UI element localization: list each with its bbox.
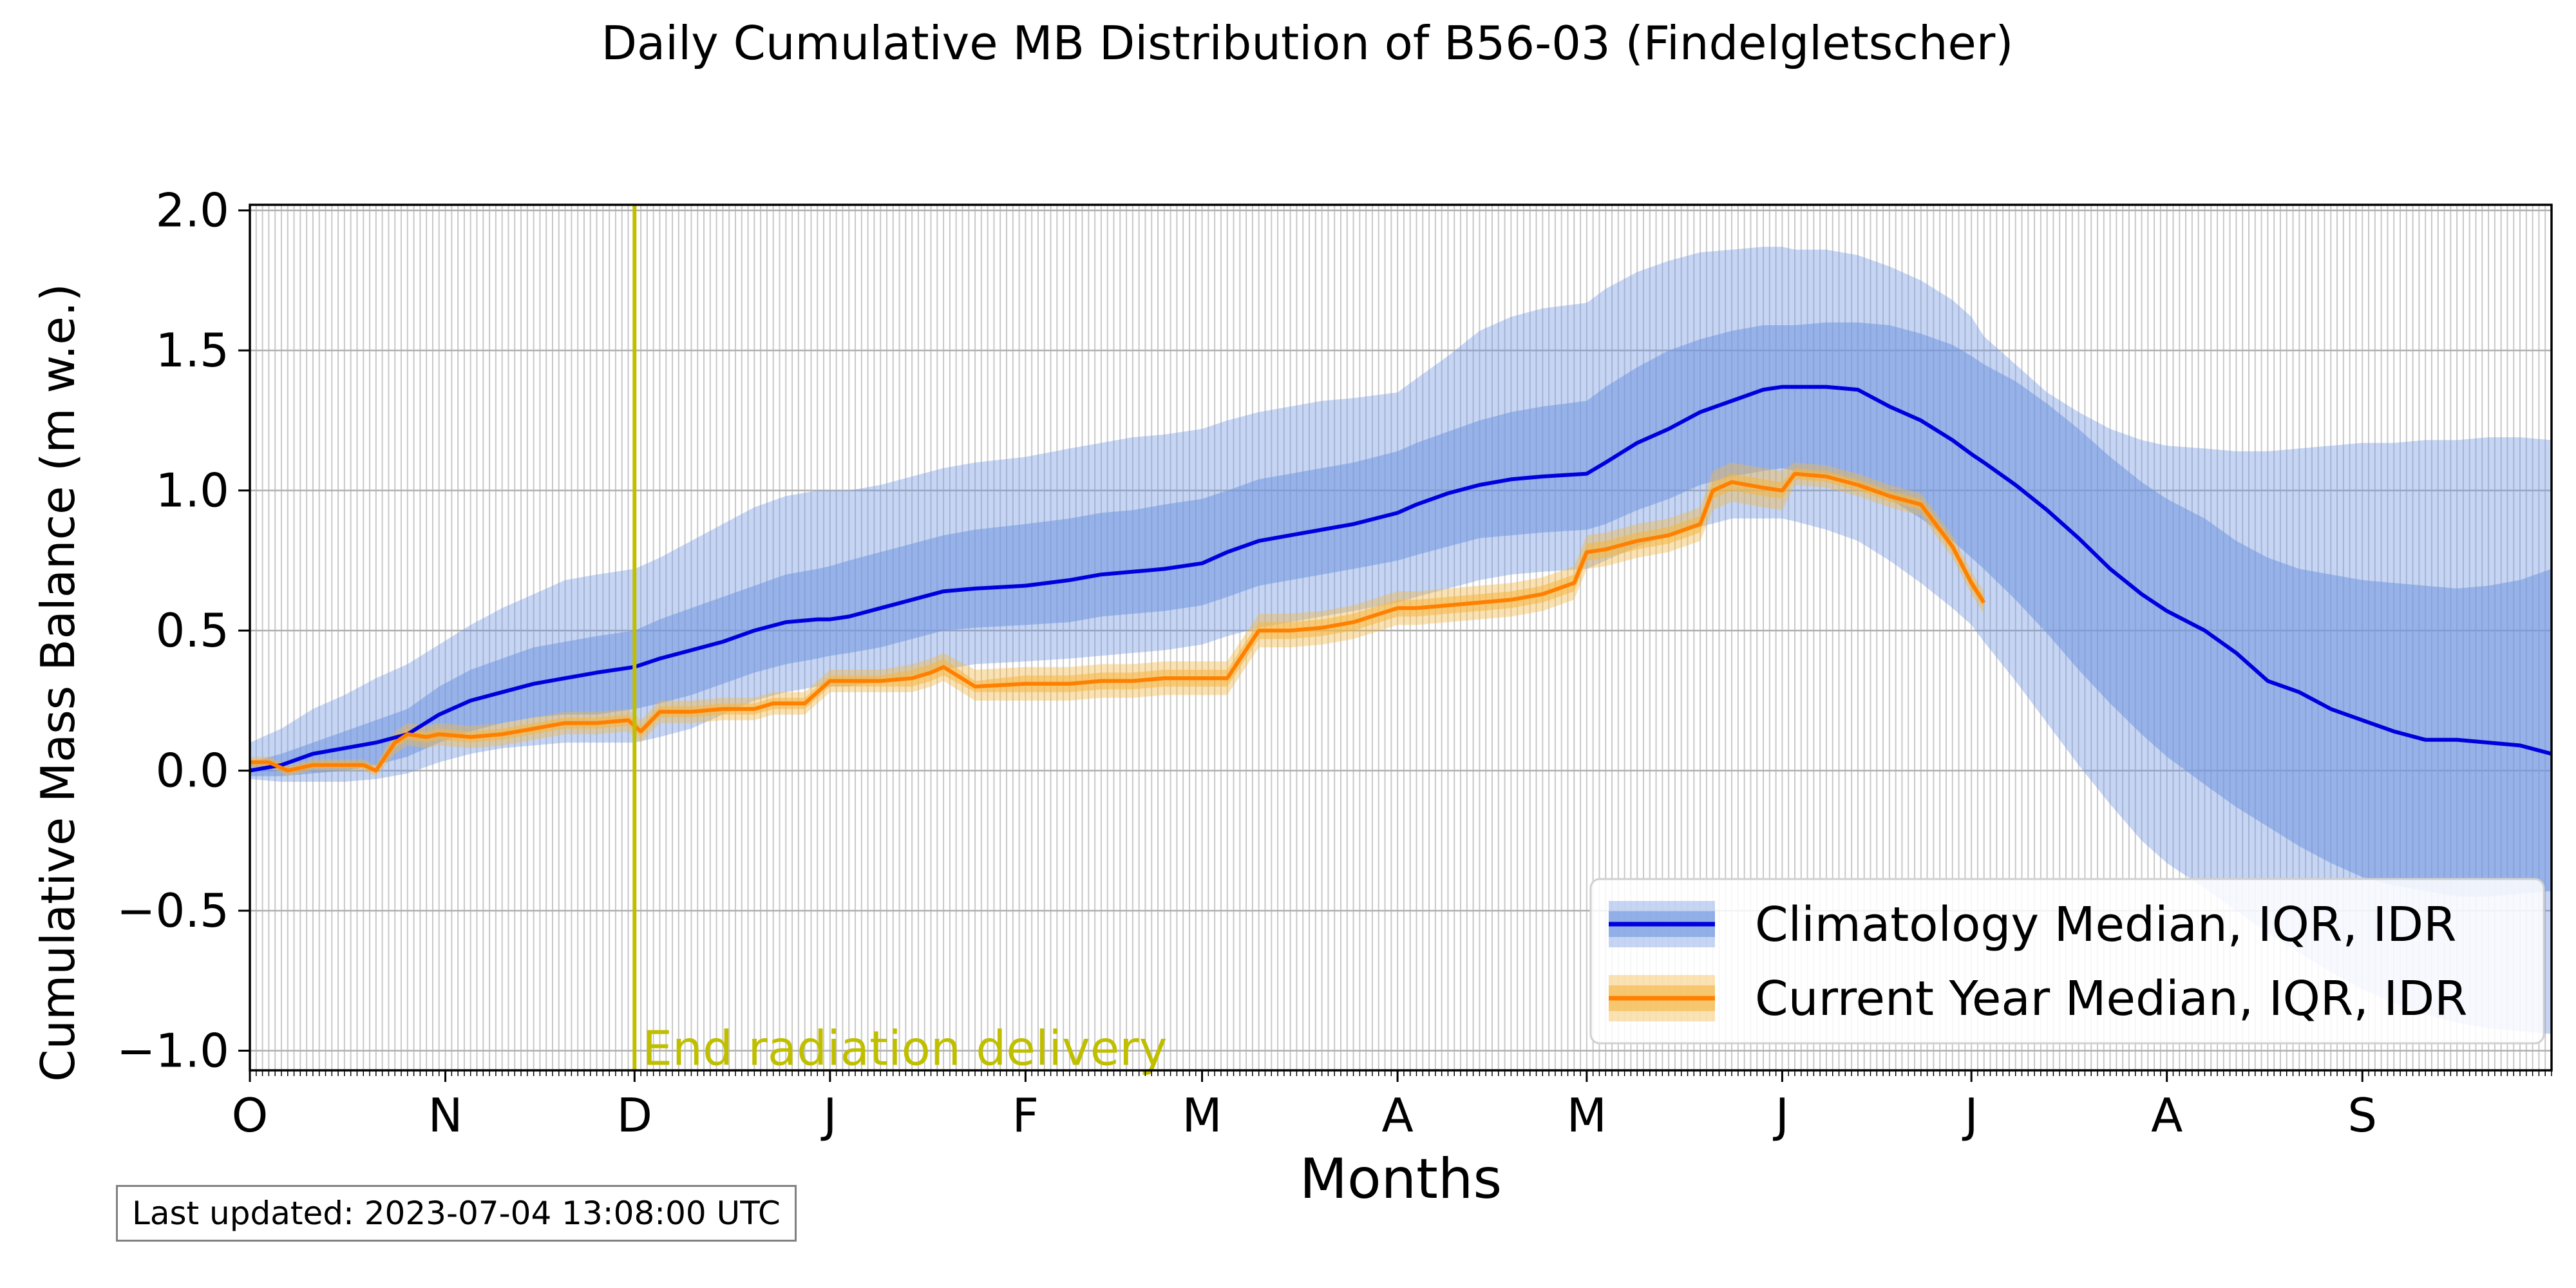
last-updated-text: Last updated: 2023-07-04 13:08:00 UTC	[132, 1195, 781, 1232]
current-year-median-line	[250, 471, 1986, 773]
climatology-median-line	[249, 384, 2552, 773]
y-tick-label: 1.5	[155, 323, 229, 377]
x-tick-label: A	[2151, 1088, 2183, 1142]
x-tick-label: A	[1381, 1088, 1413, 1142]
y-tick-label: 0.0	[155, 744, 229, 798]
current-year-idr-band	[250, 462, 1984, 777]
distribution-bands	[250, 247, 2552, 1034]
legend: Climatology Median, IQR, IDR Current Year…	[1589, 878, 2545, 1045]
y-axis-label: Cumulative Mass Balance (m w.e.)	[31, 283, 85, 1082]
annotation-label: End radiation delivery	[642, 1021, 1167, 1077]
chart-title: Daily Cumulative MB Distribution of B56-…	[601, 16, 2014, 70]
plot-frame	[249, 204, 2553, 1072]
y-tick-label: 2.0	[155, 184, 229, 238]
x-tick-label: J	[1773, 1088, 1789, 1142]
legend-box	[1589, 878, 2545, 1045]
x-axis-label: Months	[1300, 1147, 1502, 1211]
legend-climatology-label: Climatology Median, IQR, IDR	[1755, 897, 2457, 952]
x-tick-label: M	[1182, 1088, 1222, 1142]
x-tick-label: O	[232, 1088, 269, 1142]
last-updated-box: Last updated: 2023-07-04 13:08:00 UTC	[116, 1185, 797, 1242]
x-tick-label: D	[617, 1088, 652, 1142]
x-tick-label: F	[1012, 1088, 1039, 1142]
y-tick-label: 0.5	[155, 603, 229, 658]
x-tick-label: M	[1567, 1088, 1607, 1142]
x-tick-label: S	[2347, 1088, 2377, 1142]
climatology-iqr-band	[250, 322, 2552, 897]
x-tick-label: J	[820, 1088, 837, 1142]
median-lines	[249, 384, 2552, 773]
axes: O N D J F M A M J J A S −1.0 −0.5 0.0 0.5 1.0 1.5 2.0	[117, 184, 2553, 1142]
annotation-layer: End radiation delivery	[632, 205, 1168, 1077]
legend-current-year-label: Current Year Median, IQR, IDR	[1755, 971, 2468, 1027]
y-tick-label: 1.0	[155, 464, 229, 518]
x-tick-label: N	[428, 1088, 463, 1142]
y-tick-label: −0.5	[117, 884, 229, 938]
y-tick-label: −1.0	[117, 1024, 229, 1078]
x-tick-label: J	[1962, 1088, 1978, 1142]
